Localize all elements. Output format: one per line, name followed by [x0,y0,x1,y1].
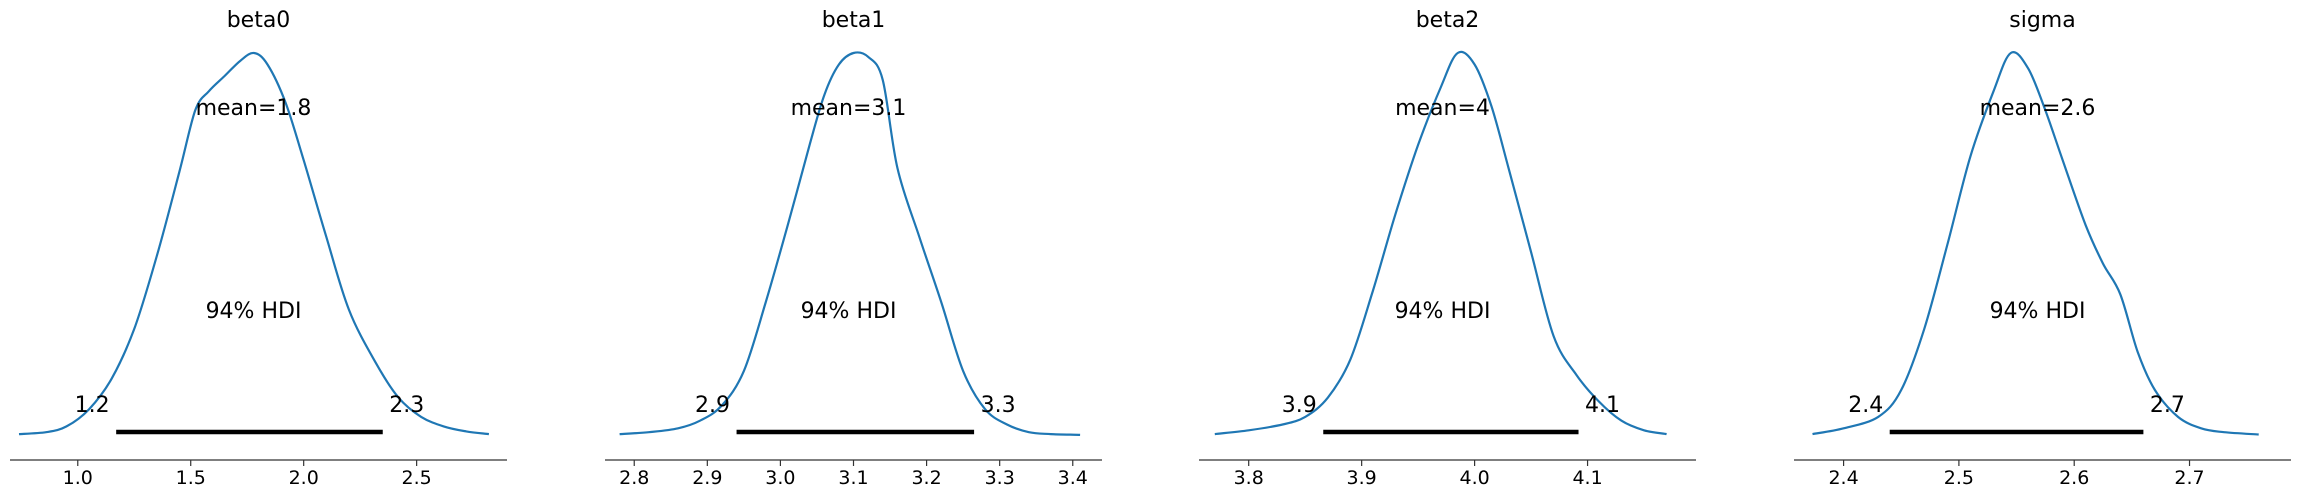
x-tick-label: 4.0 [1459,467,1489,489]
hdi-high-label: 2.7 [2150,393,2185,418]
x-tick-label: 3.3 [985,467,1015,489]
hdi-high-label: 4.1 [1585,393,1620,418]
x-tick-label: 1.0 [63,467,93,489]
density-curve [1214,50,1667,436]
hdi-label: 94% HDI [1990,299,2086,324]
hdi-high-label: 2.3 [389,393,424,418]
x-tick-label: 2.5 [402,467,432,489]
hdi-low-label: 3.9 [1282,393,1317,418]
hdi-low-label: 2.9 [695,393,730,418]
panel-title: beta1 [822,8,886,33]
panel-title: beta2 [1416,8,1480,33]
hdi-label: 94% HDI [206,299,302,324]
x-tick-label: 3.0 [765,467,795,489]
x-tick-label: 2.7 [2174,467,2204,489]
mean-label: mean=4 [1395,96,1490,121]
panel-title: beta0 [227,8,291,33]
panel-beta1: beta1 mean=3.1 94% HDI 2.9 3.3 2.8 2.9 3.0 3.1 3.… [605,8,1102,489]
x-tick-label: 2.4 [1828,467,1858,489]
panel-sigma: sigma mean=2.6 94% HDI 2.4 2.7 2.4 2.5 2.6 2.7 [1794,8,2291,489]
mean-label: mean=3.1 [791,96,907,121]
hdi-high-label: 3.3 [981,393,1016,418]
hdi-low-label: 1.2 [75,393,110,418]
x-tick-label: 1.5 [176,467,206,489]
density-curve [1812,51,2259,436]
x-tick-label: 3.4 [1058,467,1088,489]
mean-label: mean=1.8 [196,96,312,121]
panel-title: sigma [2009,8,2075,33]
panel-beta2: beta2 mean=4 94% HDI 3.9 4.1 3.8 3.9 4.0 4.1 [1199,8,1696,489]
x-tick-label: 2.0 [289,467,319,489]
hdi-low-label: 2.4 [1848,393,1883,418]
panel-beta0: beta0 mean=1.8 94% HDI 1.2 2.3 1.0 1.5 2.0 2.5 [10,8,507,489]
x-tick-label: 3.1 [838,467,868,489]
density-curve [18,51,490,436]
x-tick-label: 2.6 [2059,467,2089,489]
x-tick-label: 2.9 [692,467,722,489]
x-tick-label: 3.2 [911,467,941,489]
density-curve [619,51,1081,436]
x-tick-label: 2.8 [619,467,649,489]
x-tick-label: 2.5 [1944,467,1974,489]
mean-label: mean=2.6 [1980,96,2096,121]
x-tick-label: 3.9 [1347,467,1377,489]
hdi-label: 94% HDI [1395,299,1491,324]
hdi-label: 94% HDI [801,299,897,324]
x-tick-label: 4.1 [1572,467,1602,489]
x-tick-label: 3.8 [1234,467,1264,489]
